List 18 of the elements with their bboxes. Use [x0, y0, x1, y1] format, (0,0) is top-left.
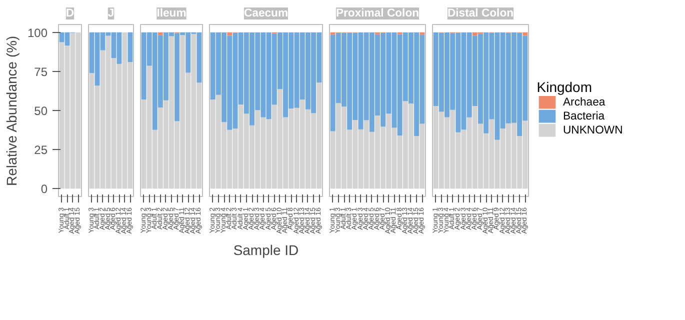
- chart-title: Distal Colon: [447, 8, 514, 20]
- bar: [128, 32, 133, 62]
- chart-title: Proximal Colon: [336, 8, 420, 20]
- x-axis-title: Sample ID: [233, 242, 299, 258]
- chart-title: Ileum: [156, 8, 186, 20]
- chart-title: Caecum: [244, 8, 288, 20]
- legend-title: Kingdom: [536, 78, 592, 95]
- chart-title: D: [66, 8, 74, 20]
- legend-label: Bacteria: [563, 110, 606, 122]
- y-tick-label: 50: [34, 104, 48, 118]
- y-tick-label: 75: [34, 64, 48, 79]
- legend-label: UNKNOWN: [563, 124, 623, 136]
- y-tick-label: 100: [27, 26, 48, 40]
- y-tick-label: 0: [40, 182, 48, 196]
- chart-title: J: [108, 8, 114, 20]
- y-axis-title: Relative Abundance (%): [3, 36, 20, 186]
- y-tick-label: 25: [34, 143, 48, 158]
- legend-label: Archaea: [563, 96, 606, 108]
